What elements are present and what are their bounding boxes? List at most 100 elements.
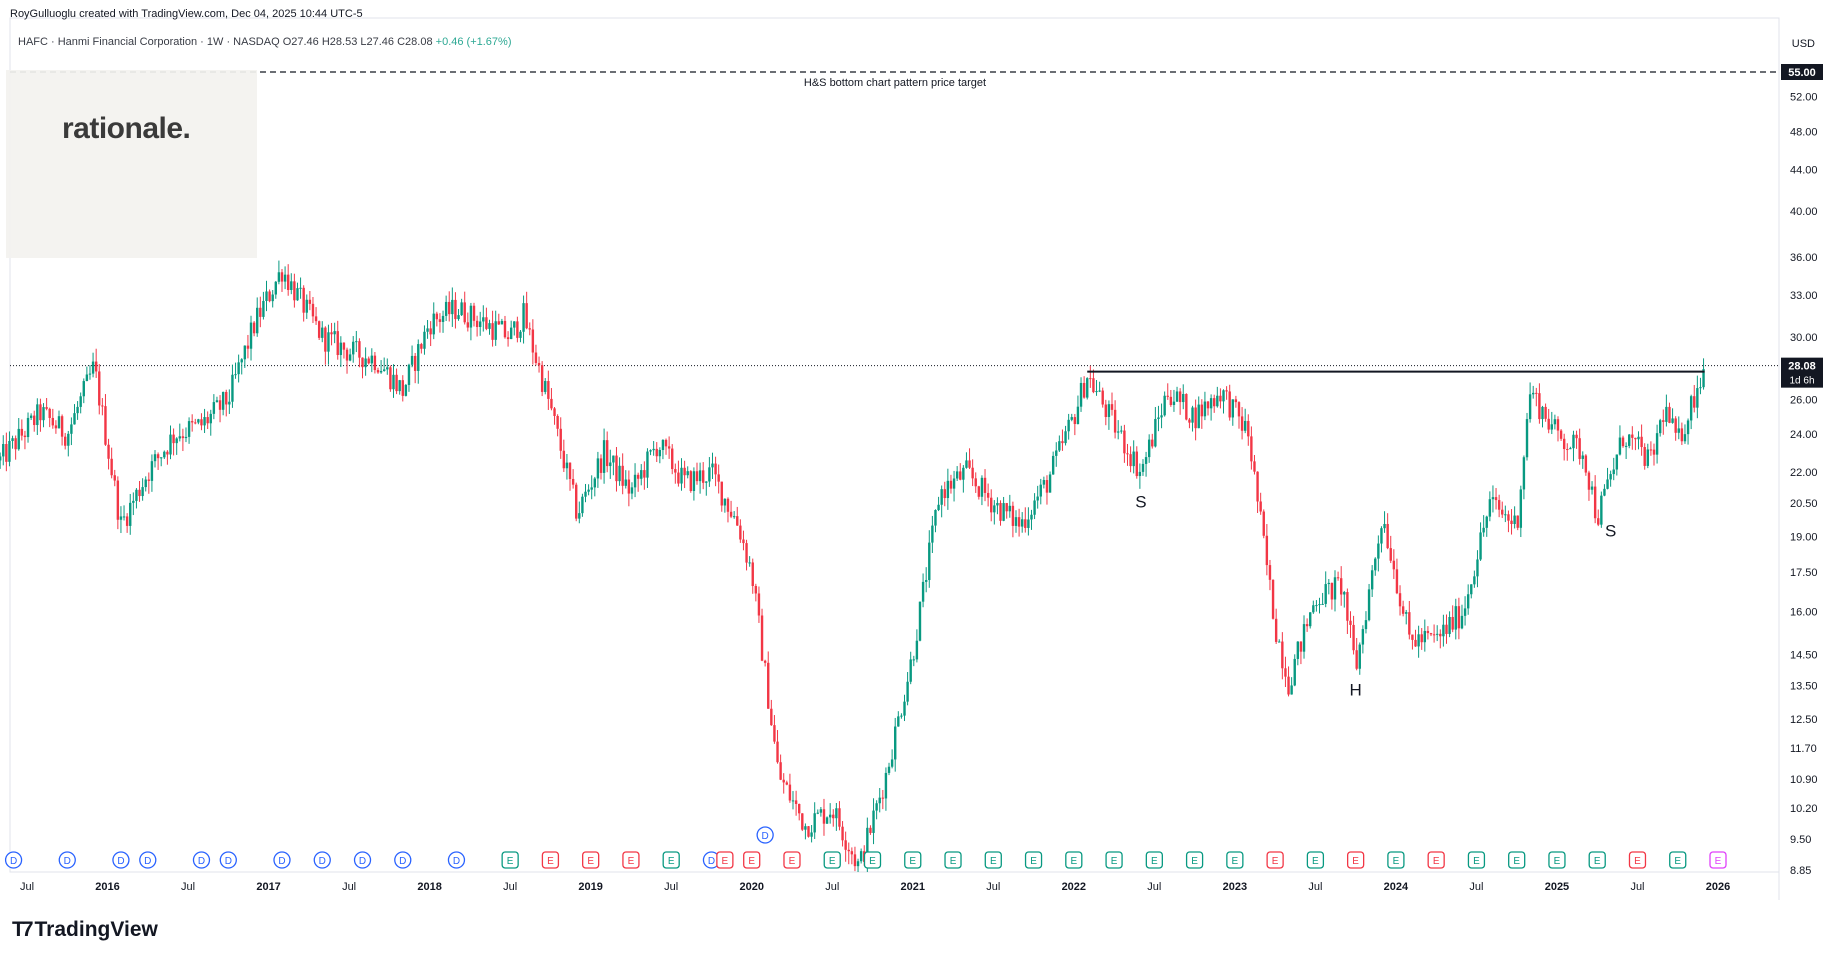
candle-body bbox=[1163, 395, 1166, 416]
earnings-icon-label: E bbox=[1272, 856, 1279, 867]
candle-body bbox=[1702, 369, 1705, 388]
candle-body bbox=[593, 478, 596, 488]
candle-body bbox=[804, 826, 807, 830]
last-price-tag bbox=[1781, 357, 1823, 388]
y-tick-label: 52.00 bbox=[1790, 91, 1818, 103]
candle-body bbox=[568, 462, 572, 479]
candle-body bbox=[1566, 449, 1569, 451]
candle-body bbox=[528, 328, 531, 330]
candle-body bbox=[249, 322, 253, 349]
candle-body bbox=[531, 329, 535, 353]
candle-body bbox=[1182, 393, 1185, 403]
candle-body bbox=[1460, 615, 1464, 629]
dividend-icon bbox=[273, 851, 291, 869]
candle-body bbox=[466, 322, 470, 328]
candle-body bbox=[1250, 436, 1253, 462]
candle-body bbox=[1677, 428, 1680, 433]
earnings-icon-label: E bbox=[909, 856, 916, 867]
candle-body bbox=[999, 502, 1002, 521]
candle-body bbox=[333, 331, 336, 335]
candle-body bbox=[1120, 430, 1123, 432]
candle-body bbox=[1405, 612, 1408, 614]
candle-body bbox=[1225, 390, 1228, 392]
candle-body bbox=[1302, 624, 1306, 652]
candle-body bbox=[1559, 430, 1563, 439]
candle-body bbox=[640, 470, 643, 479]
candle-body bbox=[742, 539, 745, 544]
candle-body bbox=[398, 380, 401, 392]
candle-body bbox=[732, 516, 736, 518]
candle-body bbox=[1578, 438, 1581, 459]
candle-body bbox=[252, 322, 256, 334]
candle-body bbox=[609, 462, 612, 467]
candle-body bbox=[1541, 406, 1544, 420]
dividend-icon-label: D bbox=[708, 856, 715, 867]
candle-body bbox=[1634, 437, 1637, 440]
earnings-icon-label: E bbox=[1715, 856, 1722, 867]
candle-body bbox=[119, 516, 123, 520]
candle-body bbox=[1188, 419, 1191, 423]
earnings-icon-label: E bbox=[869, 856, 876, 867]
candle-body bbox=[122, 516, 126, 518]
candle-body bbox=[540, 365, 544, 392]
candle-body bbox=[11, 438, 14, 442]
candle-body bbox=[184, 436, 188, 439]
candle-body bbox=[1401, 606, 1405, 614]
candle-body bbox=[1228, 391, 1231, 418]
candle-body bbox=[1265, 535, 1269, 566]
candle-body bbox=[547, 381, 550, 399]
y-tick-label: 30.00 bbox=[1790, 332, 1818, 344]
candle-body bbox=[240, 359, 243, 363]
candle-body bbox=[1113, 409, 1117, 433]
candle-body bbox=[624, 479, 627, 486]
candle-body bbox=[352, 341, 355, 355]
candle-body bbox=[1129, 454, 1132, 467]
candle-body bbox=[1200, 404, 1204, 417]
candle-body bbox=[1466, 594, 1470, 609]
candle-body bbox=[1377, 543, 1380, 559]
candle-body bbox=[1144, 457, 1148, 464]
candle-body bbox=[147, 479, 151, 481]
candle-body bbox=[1064, 431, 1067, 444]
candle-body bbox=[1485, 516, 1488, 528]
candle-body bbox=[45, 407, 48, 409]
candle-body bbox=[389, 367, 392, 390]
candle-body bbox=[1451, 617, 1454, 630]
dividend-icon-label: D bbox=[225, 856, 232, 867]
candle-body bbox=[472, 305, 476, 321]
candle-body bbox=[1027, 519, 1030, 528]
pattern-label: S bbox=[1605, 521, 1616, 540]
candle-body bbox=[187, 421, 191, 437]
earnings-icon bbox=[1669, 851, 1687, 869]
candle-body bbox=[1278, 641, 1281, 643]
legend-open: O27.46 bbox=[282, 36, 319, 48]
candle-body bbox=[937, 504, 940, 511]
y-tick-label: 48.00 bbox=[1790, 126, 1818, 138]
candle-body bbox=[423, 331, 426, 349]
candle-body bbox=[856, 861, 860, 867]
candle-body bbox=[1058, 441, 1061, 451]
x-tick-label: Jul bbox=[181, 881, 195, 893]
candle-body bbox=[621, 465, 624, 486]
candle-body bbox=[664, 439, 668, 447]
candle-body bbox=[1011, 505, 1015, 526]
candle-body bbox=[116, 480, 120, 520]
earnings-icon-label: E bbox=[1393, 856, 1400, 867]
candle-body bbox=[1547, 418, 1550, 430]
candle-body bbox=[1463, 608, 1467, 616]
candle-body bbox=[924, 580, 928, 582]
candle-body bbox=[1082, 382, 1086, 398]
candle-body bbox=[296, 288, 299, 301]
candle-body bbox=[798, 803, 801, 814]
pattern-label: H bbox=[1350, 680, 1362, 699]
candle-body bbox=[330, 332, 333, 335]
candle-body bbox=[683, 467, 686, 476]
candle-body bbox=[1501, 509, 1504, 515]
candle-body bbox=[274, 281, 277, 295]
candle-body bbox=[379, 370, 383, 373]
y-tick-label: 20.50 bbox=[1790, 498, 1818, 510]
candle-body bbox=[897, 716, 900, 727]
candle-body bbox=[646, 451, 649, 478]
y-tick-label: 33.00 bbox=[1790, 290, 1818, 302]
